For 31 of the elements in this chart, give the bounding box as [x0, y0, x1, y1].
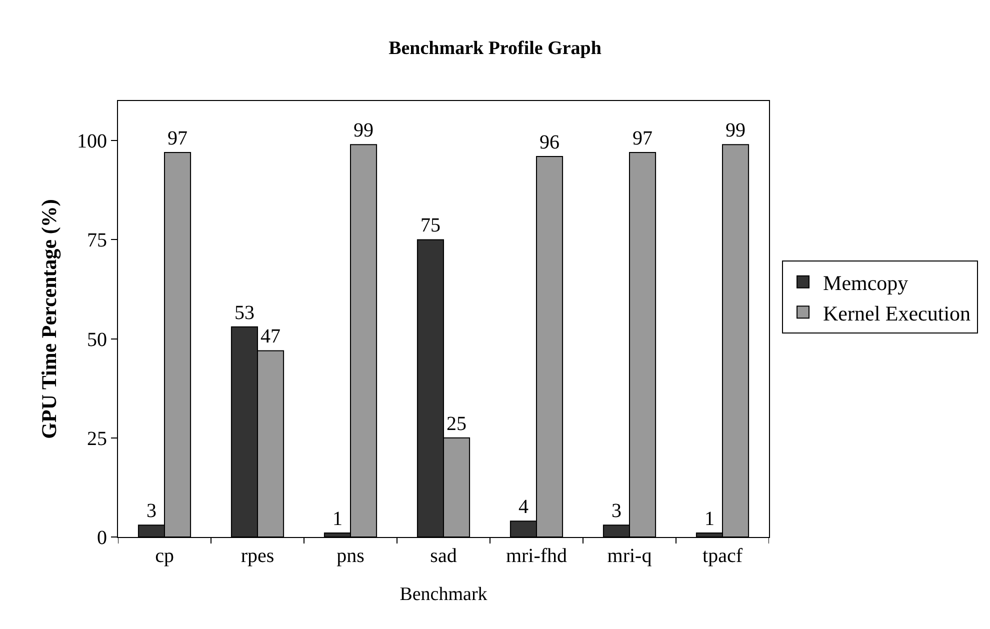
- chart-title: Benchmark Profile Graph: [388, 38, 602, 60]
- x-tick-label: tpacf: [702, 545, 743, 567]
- data-label: 53: [234, 302, 254, 324]
- data-label: 3: [611, 500, 622, 522]
- x-tick-label: cp: [155, 545, 174, 567]
- data-label: 99: [354, 120, 374, 142]
- data-label: 97: [168, 128, 188, 150]
- x-tick-label: rpes: [240, 545, 274, 567]
- data-label: 25: [446, 412, 467, 435]
- data-label: 1: [704, 508, 714, 530]
- legend-label: Kernel Execution: [823, 301, 972, 326]
- x-tick-label: mri-q: [607, 545, 652, 567]
- data-label: 47: [260, 326, 281, 348]
- y-tick-label: 0: [97, 527, 107, 549]
- x-tick-label: pns: [336, 545, 365, 567]
- y-tick-label: 100: [77, 130, 107, 153]
- y-tick-label: 75: [87, 230, 107, 252]
- data-label: 75: [420, 214, 440, 237]
- y-tick-label: 25: [87, 428, 107, 450]
- data-label: 1: [332, 508, 342, 530]
- x-axis-title: Benchmark: [400, 584, 488, 605]
- y-tick-label: 50: [87, 328, 107, 351]
- legend-label: Memcopy: [823, 271, 909, 296]
- y-axis-title: GPU Time Percentage (%): [37, 199, 62, 439]
- x-tick-label: sad: [430, 545, 457, 567]
- data-label: 4: [518, 496, 528, 518]
- x-tick-label: mri-fhd: [506, 545, 568, 567]
- data-label: 3: [146, 500, 156, 522]
- data-label: 96: [540, 131, 560, 154]
- data-label: 97: [632, 128, 653, 150]
- data-label: 99: [726, 120, 746, 142]
